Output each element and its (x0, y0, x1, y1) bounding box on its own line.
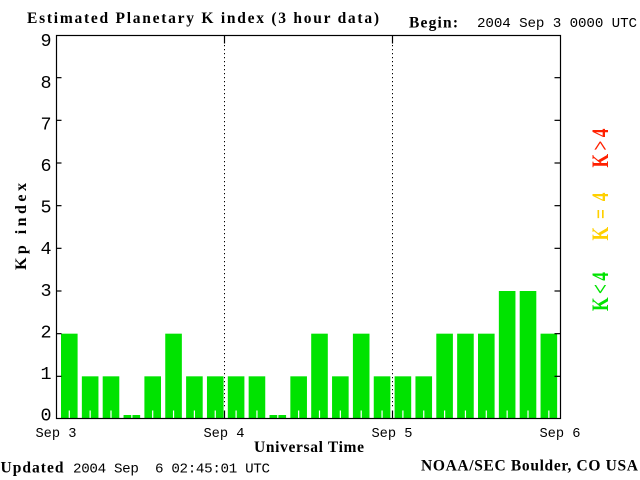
svg-text:1: 1 (40, 364, 51, 385)
svg-text:3: 3 (40, 281, 51, 302)
svg-text:4: 4 (40, 239, 51, 260)
svg-text:K>4: K>4 (589, 129, 614, 168)
svg-text:2004 Sep 3 0000 UTC: 2004 Sep 3 0000 UTC (477, 16, 637, 32)
svg-text:0: 0 (40, 406, 51, 427)
svg-text:2004 Sep 6 02:45:01 UTC: 2004 Sep 6 02:45:01 UTC (73, 462, 270, 478)
svg-text:6: 6 (40, 156, 51, 177)
svg-text:Estimated Planetary K index (3: Estimated Planetary K index (3 hour data… (27, 10, 379, 27)
svg-text:Sep 5: Sep 5 (371, 427, 412, 442)
svg-text:Universal Time: Universal Time (254, 439, 364, 456)
svg-text:Sep 3: Sep 3 (35, 427, 76, 442)
svg-text:K<4: K<4 (589, 272, 614, 311)
svg-text:K=4: K=4 (589, 193, 614, 241)
svg-text:Sep 6: Sep 6 (539, 427, 580, 442)
svg-text:2: 2 (40, 322, 51, 343)
svg-text:Begin:: Begin: (409, 15, 458, 32)
svg-text:9: 9 (40, 31, 51, 52)
svg-text:7: 7 (40, 114, 51, 135)
svg-text:Updated: Updated (1, 460, 64, 477)
svg-text:8: 8 (40, 73, 51, 94)
svg-text:Sep 4: Sep 4 (203, 427, 244, 442)
svg-text:5: 5 (40, 198, 51, 219)
svg-text:NOAA/SEC Boulder, CO USA: NOAA/SEC Boulder, CO USA (421, 458, 639, 475)
